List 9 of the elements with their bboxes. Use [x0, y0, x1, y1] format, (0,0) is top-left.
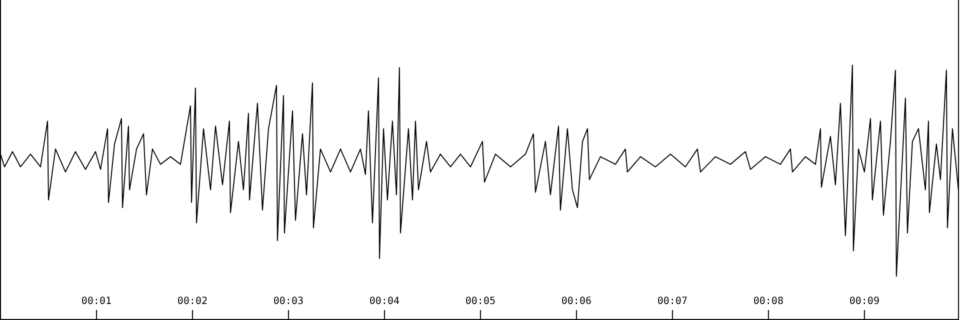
- x-tick-label: 00:07: [657, 296, 688, 307]
- x-tick-label: 00:01: [81, 296, 112, 307]
- x-tick-label: 00:09: [849, 296, 880, 307]
- x-tick-label: 00:04: [369, 296, 400, 307]
- x-tick-label: 00:05: [465, 296, 496, 307]
- x-tick-label: 00:06: [561, 296, 592, 307]
- x-tick-label: 00:08: [753, 296, 784, 307]
- x-tick-label: 00:02: [177, 296, 208, 307]
- x-tick-label: 00:03: [273, 296, 304, 307]
